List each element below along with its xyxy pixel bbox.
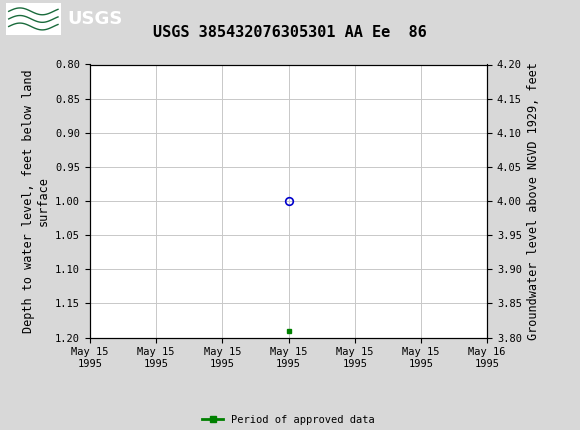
Text: USGS: USGS bbox=[68, 10, 123, 28]
Bar bbox=[6, 3, 61, 35]
Y-axis label: Depth to water level, feet below land
surface: Depth to water level, feet below land su… bbox=[21, 69, 50, 333]
Text: USGS 385432076305301 AA Ee  86: USGS 385432076305301 AA Ee 86 bbox=[153, 25, 427, 40]
Y-axis label: Groundwater level above NGVD 1929, feet: Groundwater level above NGVD 1929, feet bbox=[527, 62, 541, 340]
Legend: Period of approved data: Period of approved data bbox=[198, 411, 379, 429]
